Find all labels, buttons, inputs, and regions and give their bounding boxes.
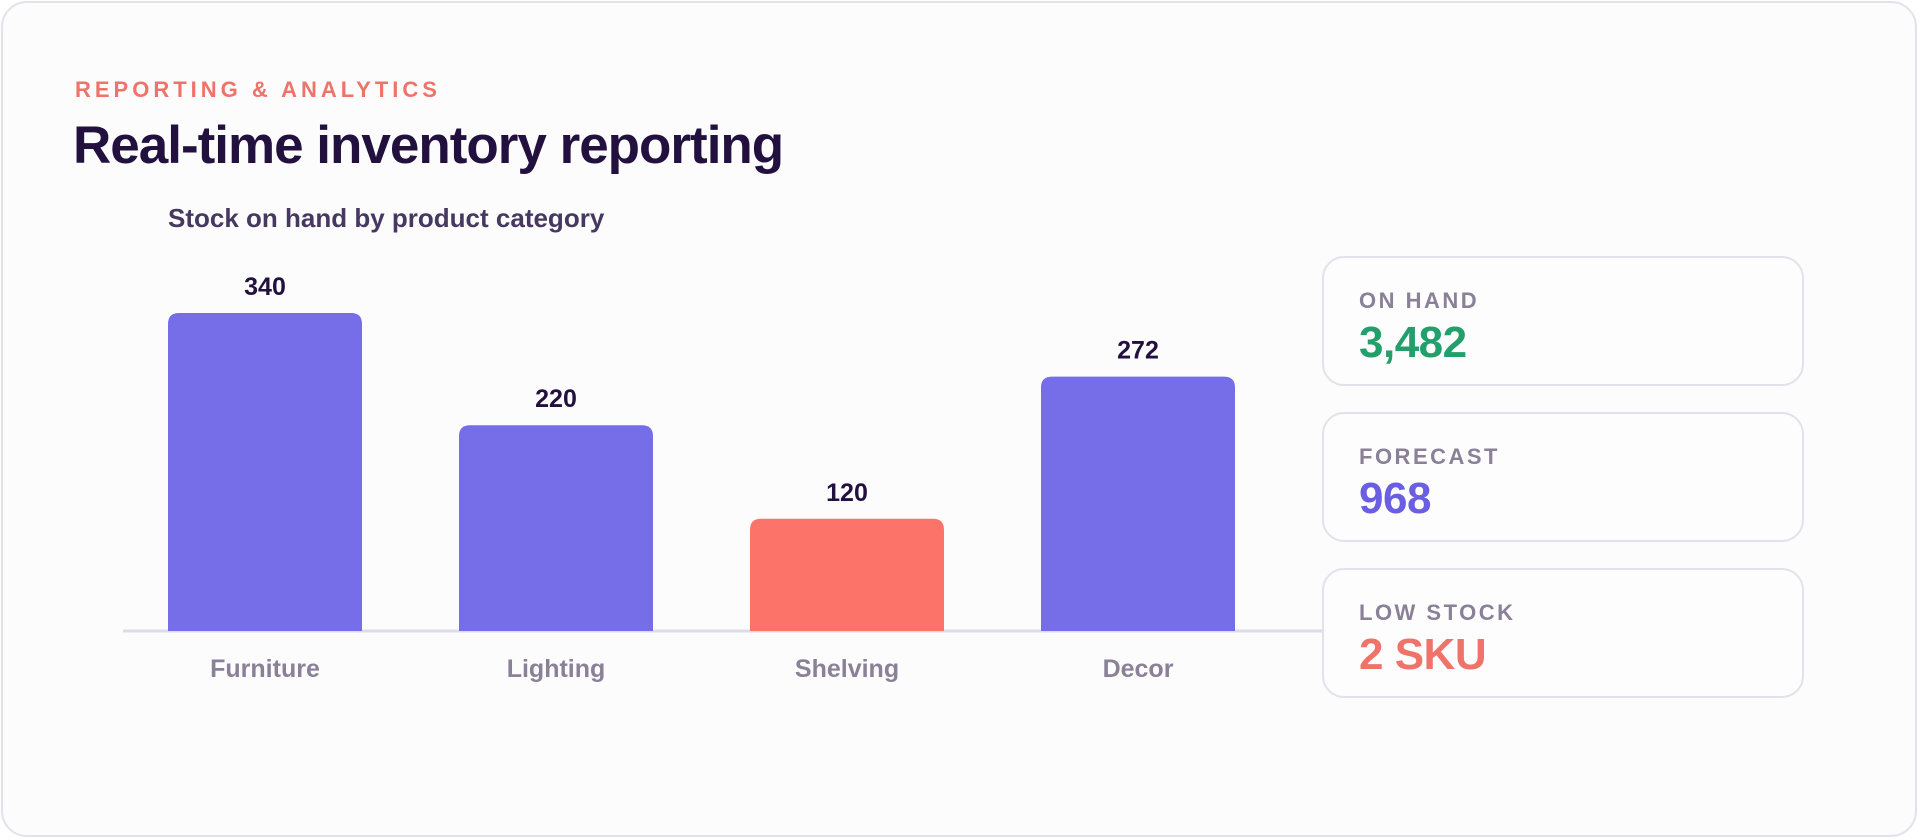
stat-label-low-stock: LOW STOCK: [1359, 600, 1516, 625]
tick-label-furniture: Furniture: [210, 655, 320, 683]
tick-label-decor: Decor: [1103, 655, 1174, 683]
stat-card-low-stock: LOW STOCK 2 SKU: [1322, 568, 1804, 698]
data-label-decor: 272: [1117, 337, 1159, 365]
data-label-shelving: 120: [826, 479, 868, 507]
tick-label-shelving: Shelving: [795, 655, 899, 683]
stat-value-forecast: 968: [1359, 474, 1431, 523]
stat-label-forecast: FORECAST: [1359, 444, 1500, 469]
stat-value-on-hand: 3,482: [1359, 318, 1467, 367]
bar-group-lighting: 220 Lighting: [459, 385, 653, 683]
bar-group-decor: 272 Decor: [1041, 337, 1235, 683]
tick-label-lighting: Lighting: [507, 655, 606, 683]
stat-card-forecast: FORECAST 968: [1322, 412, 1804, 542]
chart-title: Stock on hand by product category: [168, 203, 605, 233]
bar-shelving: [750, 518, 944, 631]
stat-label-on-hand: ON HAND: [1359, 288, 1480, 313]
section-eyebrow: REPORTING & ANALYTICS: [75, 77, 441, 102]
bar-decor: [1041, 376, 1235, 631]
bar-furniture: [168, 313, 362, 631]
data-label-furniture: 340: [244, 273, 286, 301]
stat-value-low-stock: 2 SKU: [1359, 630, 1487, 679]
bar-group-furniture: 340 Furniture: [168, 273, 362, 683]
stat-card-on-hand: ON HAND 3,482: [1322, 256, 1804, 386]
bar-chart: 340 Furniture 220 Lighting 120 Shelving 272 Dec…: [123, 273, 1323, 683]
page-title: Real-time inventory reporting: [73, 116, 784, 175]
bar-group-shelving: 120 Shelving: [750, 479, 944, 683]
data-label-lighting: 220: [535, 385, 577, 413]
bar-lighting: [459, 425, 653, 631]
